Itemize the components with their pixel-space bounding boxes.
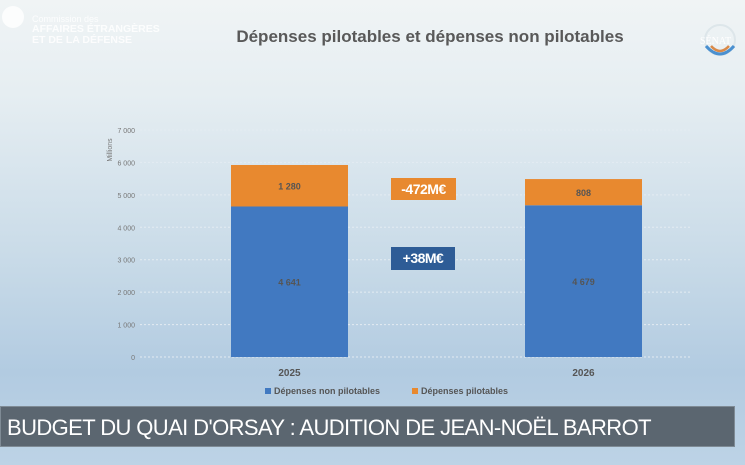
annotation-pilotables-change: -472M€ bbox=[391, 178, 456, 200]
globe-logo-icon bbox=[2, 6, 24, 28]
y-tick-label: 6 000 bbox=[117, 160, 135, 167]
logo-small-text: Commission des bbox=[32, 14, 99, 24]
y-axis-label: Millions bbox=[107, 138, 114, 162]
senat-logo: SÉNAT bbox=[700, 24, 736, 56]
title-banner: BUDGET DU QUAI D'ORSAY : AUDITION DE JEA… bbox=[0, 406, 735, 447]
data-label: 4 679 bbox=[572, 277, 595, 287]
commission-logo: Commission des AFFAIRES ÉTRANGÈRES ET DE… bbox=[4, 14, 160, 46]
y-tick-label: 3 000 bbox=[117, 258, 135, 265]
y-tick-label: 7 000 bbox=[117, 128, 135, 135]
logo-line1: AFFAIRES ÉTRANGÈRES bbox=[32, 23, 160, 35]
bar-2026-series-1 bbox=[525, 179, 642, 206]
y-tick-label: 0 bbox=[131, 355, 135, 362]
legend-swatch bbox=[265, 388, 271, 394]
y-tick-label: 4 000 bbox=[117, 225, 135, 232]
annotation-non-pilotables-change: +38M€ bbox=[391, 247, 455, 270]
chart-title: Dépenses pilotables et dépenses non pilo… bbox=[236, 27, 623, 46]
legend-swatch bbox=[412, 388, 418, 394]
x-tick-label: 2025 bbox=[278, 368, 301, 379]
x-tick-label: 2026 bbox=[572, 368, 595, 379]
y-tick-label: 2 000 bbox=[117, 290, 135, 297]
y-tick-label: 5 000 bbox=[117, 193, 135, 200]
legend-label: Dépenses non pilotables bbox=[274, 386, 380, 396]
data-label: 4 641 bbox=[278, 278, 301, 288]
legend-label: Dépenses pilotables bbox=[421, 386, 508, 396]
logo-line2: ET DE LA DÉFENSE bbox=[32, 34, 132, 46]
data-label: 808 bbox=[576, 188, 591, 198]
bar-2025-series-1 bbox=[231, 164, 348, 207]
bar-2025-series-0 bbox=[231, 206, 348, 357]
y-tick-label: 1 000 bbox=[117, 323, 135, 330]
bar-chart: Dépenses pilotables et dépenses non pilo… bbox=[107, 27, 690, 396]
data-label: 1 280 bbox=[278, 182, 301, 192]
senat-logo-text: SÉNAT bbox=[700, 35, 731, 47]
bar-2026-series-0 bbox=[525, 205, 642, 357]
